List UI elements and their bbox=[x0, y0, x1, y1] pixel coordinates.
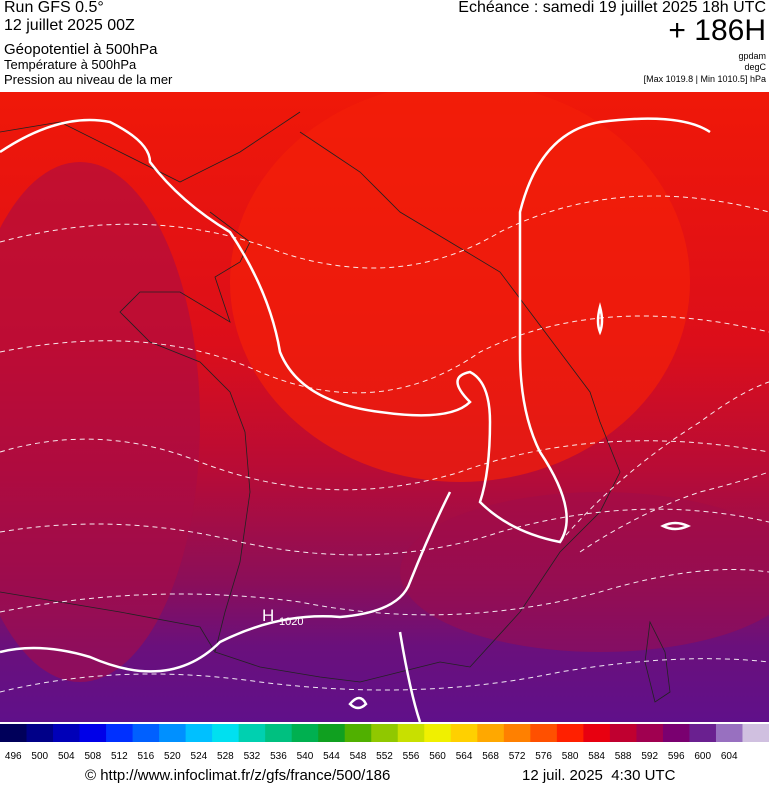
colorbar-label: 540 bbox=[297, 751, 314, 762]
colorbar-swatch bbox=[424, 724, 452, 742]
colorbar-label: 536 bbox=[270, 751, 287, 762]
colorbar-swatch bbox=[238, 724, 266, 742]
colorbar-swatch bbox=[185, 724, 213, 742]
lead-time: + 186H bbox=[668, 14, 766, 47]
high-label: H bbox=[262, 606, 274, 625]
colorbar-label: 588 bbox=[615, 751, 632, 762]
colorbar-label: 508 bbox=[84, 751, 101, 762]
colorbar-label: 528 bbox=[217, 751, 234, 762]
colorbar-label: 580 bbox=[562, 751, 579, 762]
colorbar-label: 600 bbox=[694, 751, 711, 762]
colorbar-swatch bbox=[265, 724, 293, 742]
colorbar-swatch bbox=[53, 724, 81, 742]
unit: degC bbox=[744, 62, 766, 72]
colorbar-swatch bbox=[0, 724, 28, 742]
colorbar-label: 584 bbox=[588, 751, 605, 762]
run-date: 12 juillet 2025 00Z bbox=[4, 17, 135, 34]
run-label: Run GFS 0.5° bbox=[4, 0, 104, 16]
valid-time: Echéance : samedi 19 juillet 2025 18h UT… bbox=[458, 0, 766, 16]
colorbar-label: 560 bbox=[429, 751, 446, 762]
field-title: Température à 500hPa bbox=[4, 57, 137, 72]
pressure-range: [Max 1019.8 | Min 1010.5] hPa bbox=[643, 74, 766, 84]
high-value: 1020 bbox=[279, 616, 303, 628]
colorbar-swatch bbox=[609, 724, 637, 742]
map: H 1020 bbox=[0, 92, 769, 722]
colorbar-swatch bbox=[79, 724, 107, 742]
colorbar-label: 516 bbox=[138, 751, 155, 762]
colorbar-swatch bbox=[26, 724, 54, 742]
colorbar-swatch bbox=[530, 724, 558, 742]
colorbar-label: 512 bbox=[111, 751, 128, 762]
colorbar-label: 504 bbox=[58, 751, 75, 762]
colorbar-swatch bbox=[450, 724, 478, 742]
colorbar-swatch bbox=[477, 724, 505, 742]
colorbar-swatch bbox=[159, 724, 187, 742]
colorbar-label: 568 bbox=[482, 751, 499, 762]
colorbar-label: 552 bbox=[376, 751, 393, 762]
colorbar-swatch bbox=[689, 724, 717, 742]
colorbar-swatch bbox=[344, 724, 372, 742]
colorbar-swatch bbox=[371, 724, 399, 742]
colorbar-label: 500 bbox=[31, 751, 48, 762]
field-title: Géopotentiel à 500hPa bbox=[4, 41, 158, 58]
colorbar-label: 596 bbox=[668, 751, 685, 762]
colorbar-swatch bbox=[132, 724, 160, 742]
timestamp: 12 juil. 2025 4:30 UTC bbox=[522, 767, 676, 784]
cool-area bbox=[400, 492, 769, 652]
colorbar-label: 572 bbox=[509, 751, 526, 762]
colorbar-label: 576 bbox=[535, 751, 552, 762]
geopotential-contour bbox=[0, 195, 769, 693]
colorbar-label: 604 bbox=[721, 751, 738, 762]
colorbar-swatch bbox=[503, 724, 531, 742]
colorbar-swatch bbox=[291, 724, 319, 742]
colorbar-swatch bbox=[636, 724, 664, 742]
colorbar-label: 564 bbox=[456, 751, 473, 762]
warm-area bbox=[230, 92, 690, 482]
colorbar-swatch bbox=[715, 724, 743, 742]
unit: gpdam bbox=[738, 51, 766, 61]
coastline bbox=[0, 111, 671, 703]
colorbar: 496 500 504 508 512 516 520 524 528 532 536 540 544 5… bbox=[0, 724, 769, 762]
colorbar-swatch bbox=[106, 724, 134, 742]
colorbar-label: 496 bbox=[5, 751, 22, 762]
colorbar-label: 548 bbox=[350, 751, 367, 762]
colorbar-label: 520 bbox=[164, 751, 181, 762]
colorbar-swatch bbox=[742, 724, 769, 742]
colorbar-swatch bbox=[556, 724, 584, 742]
colorbar-swatch bbox=[318, 724, 346, 742]
colorbar-label: 592 bbox=[641, 751, 658, 762]
colorbar-swatch bbox=[397, 724, 425, 742]
field-title: Pression au niveau de la mer bbox=[4, 72, 173, 87]
pressure-contour bbox=[0, 117, 711, 722]
colorbar-label: 532 bbox=[244, 751, 261, 762]
colorbar-label: 544 bbox=[323, 751, 340, 762]
source: © http://www.infoclimat.fr/z/gfs/france/… bbox=[85, 767, 391, 784]
colorbar-label: 524 bbox=[191, 751, 208, 762]
colorbar-swatch bbox=[662, 724, 690, 742]
colorbar-swatch bbox=[583, 724, 611, 742]
colorbar-label: 556 bbox=[403, 751, 420, 762]
colorbar-swatch bbox=[212, 724, 240, 742]
